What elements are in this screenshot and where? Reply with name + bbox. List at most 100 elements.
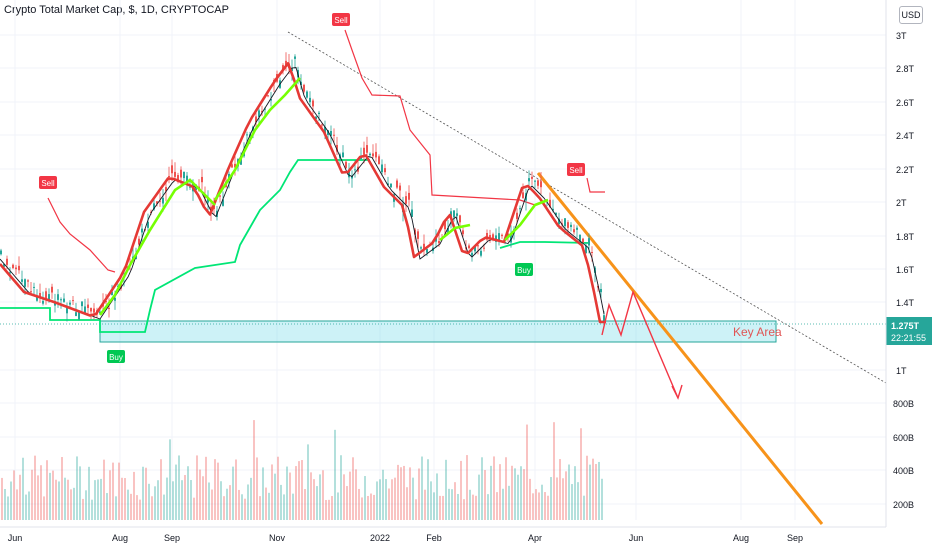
candle-body: [336, 144, 338, 152]
candle-body: [321, 124, 323, 126]
volume-bar: [370, 493, 372, 520]
volume-bar: [319, 474, 321, 520]
volume-bar: [448, 488, 450, 520]
candle-body: [480, 250, 482, 256]
candle-body: [318, 112, 320, 115]
candle-body: [120, 284, 122, 289]
candle-body: [174, 171, 176, 177]
x-tick-label: Feb: [426, 533, 442, 543]
candle-body: [576, 227, 578, 230]
candle-body: [324, 126, 326, 135]
volume-bar: [229, 485, 231, 520]
volume-bar: [232, 466, 234, 520]
candle-body: [39, 292, 41, 297]
x-tick-label: Nov: [269, 533, 286, 543]
candle-body: [507, 233, 509, 237]
x-tick-label: Apr: [528, 533, 542, 543]
candle-body: [315, 116, 317, 120]
candle-body: [492, 234, 494, 241]
candle-body: [234, 163, 236, 168]
candle-body: [105, 301, 107, 303]
currency-button[interactable]: USD: [899, 6, 923, 24]
candle-body: [153, 203, 155, 210]
volume-bar: [496, 492, 498, 520]
volume-bar: [394, 477, 396, 520]
volume-bar: [388, 488, 390, 520]
volume-bar: [277, 456, 279, 520]
candle-body: [78, 311, 80, 320]
volume-bar: [67, 479, 69, 520]
candle-body: [51, 286, 53, 293]
candle-body: [555, 213, 557, 216]
candle-body: [399, 185, 401, 191]
signal-sell-label: Sell: [41, 179, 55, 188]
current-price-value: 1.275T: [891, 321, 920, 331]
volume-bar: [577, 482, 579, 520]
x-tick-label: Sep: [787, 533, 803, 543]
price-tick-label: 1.8T: [896, 232, 915, 242]
volume-bar: [310, 472, 312, 520]
volume-bar: [406, 487, 408, 520]
volume-bar: [238, 489, 240, 520]
x-tick-label: Sep: [164, 533, 180, 543]
volume-bar: [580, 428, 582, 520]
volume-bar: [130, 493, 132, 520]
sell-stop-line: [344, 29, 536, 206]
volume-bar: [181, 480, 183, 520]
volume-bar: [13, 470, 15, 520]
volume-bar: [211, 489, 213, 520]
candle-body: [165, 187, 167, 192]
volume-bar: [262, 467, 264, 520]
candle-body: [327, 130, 329, 135]
candle-body: [60, 299, 62, 301]
candle-body: [294, 56, 296, 59]
candle-body: [30, 291, 32, 293]
candle-body: [42, 300, 44, 304]
candle-body: [18, 265, 20, 271]
volume-bar: [337, 492, 339, 520]
volume-bar: [559, 459, 561, 520]
candle-body: [570, 224, 572, 228]
volume-bar: [469, 489, 471, 520]
volume-bar: [550, 477, 552, 520]
candle-body: [90, 307, 92, 312]
candle-body: [549, 199, 551, 207]
volume-bar: [454, 482, 456, 520]
volume-bar: [265, 487, 267, 520]
candle-body: [309, 97, 311, 103]
candle-body: [108, 307, 110, 309]
signal-sell-label: Sell: [334, 16, 348, 25]
ma-fast: [0, 67, 605, 320]
volume-bar: [19, 474, 21, 520]
candle-body: [528, 178, 530, 182]
volume-bar: [103, 459, 105, 520]
volume-bar: [160, 459, 162, 520]
volume-bar: [511, 465, 513, 520]
candle-body: [588, 238, 590, 246]
volume-tick-label: 400B: [893, 466, 914, 476]
volume-bar: [598, 461, 600, 520]
sell-stop-line: [586, 177, 605, 193]
candle-body: [138, 238, 140, 245]
volume-bar: [493, 456, 495, 520]
candle-body: [477, 245, 479, 247]
volume-bar: [22, 457, 24, 520]
candle-body: [426, 249, 428, 253]
projection-arrowhead: [671, 384, 683, 400]
candle-body: [348, 169, 350, 178]
candle-body: [219, 195, 221, 197]
volume-bar: [148, 483, 150, 520]
resistance-trendline: [536, 172, 824, 525]
volume-bar: [562, 478, 564, 520]
volume-bar: [190, 480, 192, 520]
volume-bar: [436, 473, 438, 520]
volume-bar: [586, 455, 588, 520]
volume-bar: [223, 496, 225, 520]
volume-bar: [115, 496, 117, 520]
volume-bar: [556, 477, 558, 520]
volume-bar: [7, 496, 9, 520]
candle-body: [231, 164, 233, 168]
chart-header: Crypto Total Market Cap, $, 1D, CRYPTOCA…: [4, 4, 229, 16]
candle-body: [228, 173, 230, 180]
